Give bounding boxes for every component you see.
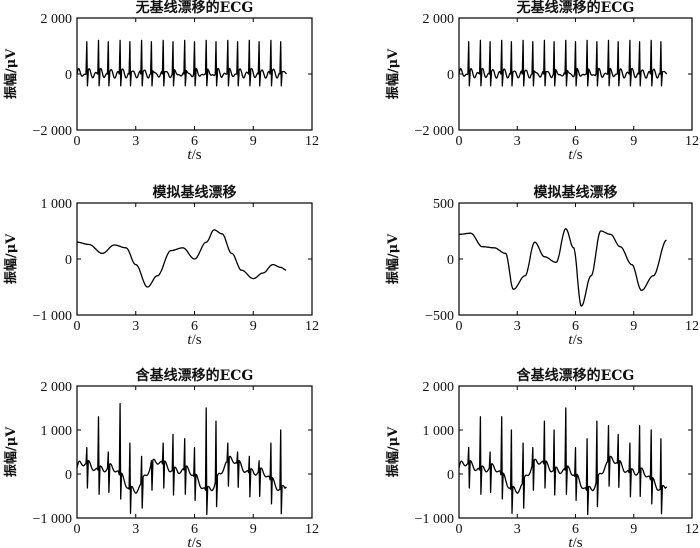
- x-tick-label: 9: [250, 319, 257, 334]
- x-tick-label: 6: [191, 319, 198, 334]
- x-tick-label: 0: [456, 134, 463, 149]
- x-tick-label: 9: [630, 319, 637, 334]
- x-tick-label: 12: [305, 319, 319, 334]
- x-tick-label: 0: [456, 319, 463, 334]
- y-tick-label: 0: [447, 468, 454, 483]
- x-axis-var: t: [568, 535, 573, 548]
- y-tick-label: 1 000: [41, 197, 73, 212]
- y-tick-label: −500: [425, 309, 454, 324]
- x-axis-var: t: [187, 535, 192, 548]
- y-tick-label: −2 000: [415, 124, 454, 139]
- chart-title: 无基线漂移的ECG: [135, 0, 254, 16]
- x-tick-label: 12: [685, 319, 699, 334]
- x-tick-label: 6: [572, 319, 579, 334]
- x-tick-label: 12: [305, 134, 319, 149]
- y-tick-label: 1 000: [423, 424, 455, 439]
- signal-trace: [458, 39, 668, 87]
- x-axis-unit: /s: [192, 332, 202, 348]
- x-tick-label: 3: [514, 319, 521, 334]
- x-axis-var: t: [568, 147, 573, 163]
- x-tick-label: 3: [514, 522, 521, 537]
- chart-title: 模拟基线漂移: [153, 184, 237, 201]
- x-axis-var: t: [187, 147, 192, 163]
- signal-trace: [76, 229, 287, 288]
- x-tick-label: 9: [630, 522, 637, 537]
- signal-trace: [76, 402, 287, 516]
- chart-title: 无基线漂移的ECG: [516, 0, 635, 16]
- x-tick-label: 3: [132, 319, 139, 334]
- x-tick-label: 6: [191, 522, 198, 537]
- x-tick-label: 12: [305, 522, 319, 537]
- y-axis-label: 振幅/μV: [385, 233, 401, 284]
- y-tick-label: −2 000: [33, 124, 72, 139]
- y-tick-label: −1 000: [33, 512, 72, 527]
- x-axis-label: t/s: [568, 535, 582, 548]
- y-tick-label: 2 000: [423, 12, 455, 27]
- x-axis-unit: /s: [192, 535, 202, 548]
- x-axis-label: t/s: [187, 332, 201, 348]
- x-tick-label: 3: [132, 134, 139, 149]
- x-tick-label: 12: [685, 522, 699, 537]
- y-axis-label: 振幅/μV: [3, 426, 19, 477]
- chart-title: 含基线漂移的ECG: [517, 367, 635, 384]
- y-tick-label: 0: [447, 68, 454, 83]
- y-tick-label: 2 000: [41, 380, 73, 395]
- x-tick-label: 0: [456, 522, 463, 537]
- x-axis-unit: /s: [573, 535, 583, 548]
- x-axis-unit: /s: [573, 332, 583, 348]
- x-tick-label: 6: [572, 522, 579, 537]
- chart-title: 含基线漂移的ECG: [136, 367, 254, 384]
- x-axis-unit: /s: [573, 147, 583, 163]
- y-axis-label: 振幅/μV: [3, 48, 19, 99]
- y-tick-label: 0: [65, 68, 72, 83]
- y-tick-label: −1 000: [33, 309, 72, 324]
- y-tick-label: 2 000: [423, 380, 455, 395]
- chart-title: 模拟基线漂移: [534, 184, 618, 201]
- x-axis-unit: /s: [192, 147, 202, 163]
- y-axis-label: 振幅/μV: [385, 426, 401, 477]
- x-tick-label: 6: [191, 134, 198, 149]
- x-tick-label: 0: [74, 319, 81, 334]
- x-tick-label: 0: [74, 134, 81, 149]
- y-tick-label: 2 000: [41, 12, 73, 27]
- x-tick-label: 9: [250, 522, 257, 537]
- x-axis-label: t/s: [568, 332, 582, 348]
- x-tick-label: 9: [630, 134, 637, 149]
- y-tick-label: 0: [65, 468, 72, 483]
- x-axis-label: t/s: [187, 147, 201, 163]
- x-tick-label: 9: [250, 134, 257, 149]
- y-tick-label: 1 000: [41, 424, 73, 439]
- y-tick-label: −1 000: [415, 512, 454, 527]
- x-axis-label: t/s: [187, 535, 201, 548]
- x-axis-var: t: [187, 332, 192, 348]
- signal-trace: [458, 228, 667, 307]
- x-tick-label: 0: [74, 522, 81, 537]
- x-axis-label: t/s: [568, 147, 582, 163]
- x-axis-var: t: [568, 332, 573, 348]
- x-tick-label: 6: [572, 134, 579, 149]
- y-tick-label: 0: [65, 253, 72, 268]
- signal-trace: [76, 39, 287, 87]
- y-tick-label: 0: [447, 253, 454, 268]
- y-axis-label: 振幅/μV: [3, 233, 19, 284]
- signal-trace: [458, 407, 668, 516]
- x-tick-label: 3: [132, 522, 139, 537]
- y-axis-label: 振幅/μV: [385, 48, 401, 99]
- y-tick-label: 500: [433, 197, 454, 212]
- x-tick-label: 12: [685, 134, 699, 149]
- x-tick-label: 3: [514, 134, 521, 149]
